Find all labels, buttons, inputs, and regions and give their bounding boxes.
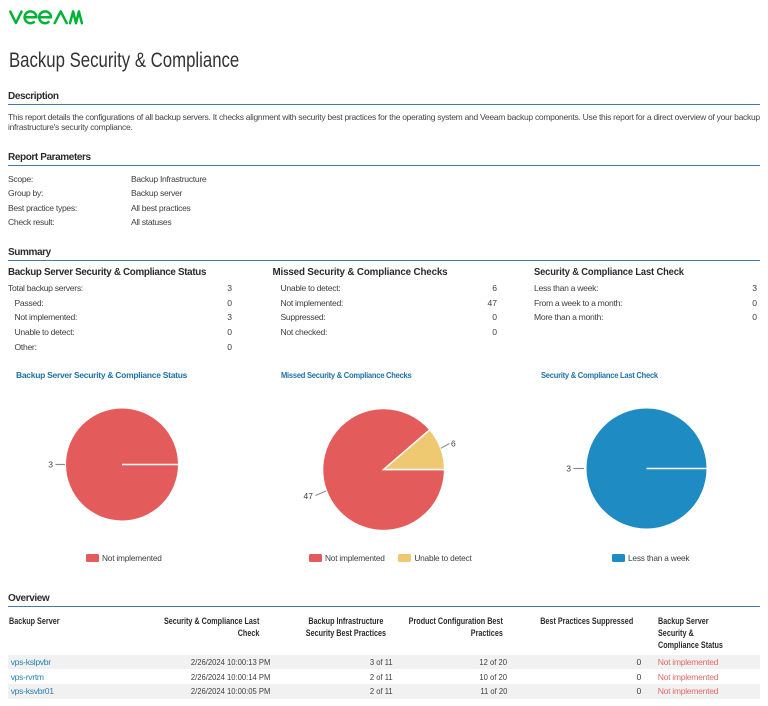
- svg-text:47: 47: [304, 491, 314, 501]
- svg-text:3: 3: [48, 460, 53, 470]
- svg-text:6: 6: [451, 439, 456, 449]
- svg-text:3: 3: [566, 464, 571, 474]
